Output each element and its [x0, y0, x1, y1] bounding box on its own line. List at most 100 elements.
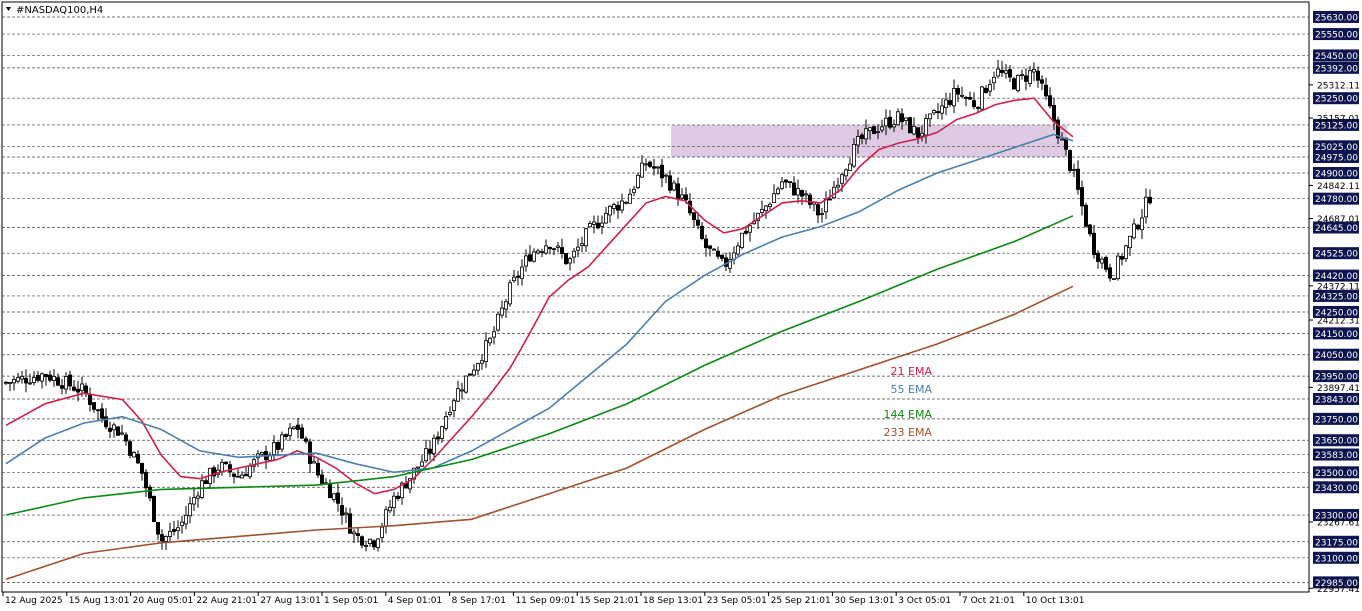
candle-down	[371, 540, 376, 548]
candle-up	[443, 416, 448, 429]
candle-up	[520, 266, 525, 279]
price-level-label: 24900.00	[1315, 170, 1358, 180]
candle-down	[968, 96, 973, 100]
price-level-label: 23750.00	[1315, 415, 1358, 425]
candle-up	[383, 509, 388, 527]
candle-up	[1132, 223, 1137, 239]
candle-down	[956, 87, 961, 95]
x-tick-label: 1 Sep 05:01	[324, 596, 378, 606]
candle-down	[96, 409, 101, 412]
candle-down	[171, 529, 176, 532]
candle-down	[4, 381, 9, 384]
price-level-label: 23175.00	[1315, 538, 1358, 548]
candle-up	[451, 400, 456, 411]
legend-item-144-ema: 144 EMA	[884, 408, 933, 421]
candle-up	[1032, 68, 1037, 73]
x-tick-label: 15 Aug 13:01	[69, 596, 130, 606]
candle-down	[1012, 78, 1017, 90]
candle-up	[576, 246, 581, 251]
price-level-label: 22985.00	[1315, 579, 1358, 589]
candle-down	[355, 533, 360, 537]
candle-down	[828, 198, 833, 201]
price-level-badge	[1313, 412, 1359, 425]
candle-up	[760, 209, 765, 213]
price-level-badge	[1313, 305, 1359, 318]
price-level-badge	[1313, 370, 1359, 383]
price-level-label: 25125.00	[1315, 121, 1358, 131]
candle-up	[992, 76, 997, 84]
price-level-label: 25450.00	[1315, 52, 1358, 62]
price-level-label: 24250.00	[1315, 308, 1358, 318]
candle-up	[1128, 235, 1133, 249]
candle-up	[580, 243, 585, 246]
candle-down	[616, 205, 621, 211]
candle-up	[455, 388, 460, 402]
candle-down	[692, 212, 697, 221]
candle-up	[780, 181, 785, 189]
candle-down	[1056, 119, 1061, 139]
candle-up	[988, 84, 993, 92]
candle-up	[712, 248, 717, 251]
candle-up	[672, 182, 677, 191]
candle-down	[108, 427, 113, 432]
candle-down	[552, 248, 557, 251]
chevron-down-icon[interactable]	[6, 7, 11, 11]
candle-up	[179, 521, 184, 527]
candle-up	[379, 526, 384, 539]
candle-up	[856, 136, 861, 146]
candle-down	[744, 230, 749, 234]
candle-up	[912, 125, 917, 135]
x-tick-label: 4 Sep 01:01	[388, 596, 442, 606]
price-level-badge	[1313, 327, 1359, 340]
candle-up	[536, 250, 541, 254]
candle-up	[768, 203, 773, 207]
candle-down	[295, 424, 300, 430]
candle-up	[459, 389, 464, 392]
candle-down	[528, 254, 533, 262]
candle-up	[776, 188, 781, 194]
candle-down	[275, 441, 280, 450]
candle-up	[399, 482, 404, 499]
candle-up	[836, 184, 841, 188]
candle-down	[1080, 187, 1085, 207]
price-level-label: 24050.00	[1315, 351, 1358, 361]
plot-frame	[1, 1, 1310, 593]
price-tick-label: 25312.11	[1317, 81, 1360, 91]
candle-down	[211, 467, 216, 477]
price-level-label: 25550.00	[1315, 31, 1358, 41]
candle-down	[972, 100, 977, 108]
x-tick-label: 18 Sep 13:01	[643, 596, 703, 606]
x-tick-label: 15 Sep 21:01	[579, 596, 639, 606]
chart-title[interactable]: #NASDAQ100,H4	[6, 5, 103, 16]
candle-up	[447, 411, 452, 415]
candle-up	[512, 276, 517, 282]
candle-down	[319, 474, 324, 484]
price-level-badge	[1313, 269, 1359, 282]
price-level-label: 23300.00	[1315, 512, 1358, 522]
candle-down	[303, 438, 308, 442]
x-tick-label: 20 Aug 05:01	[133, 596, 194, 606]
candle-up	[1124, 245, 1129, 259]
candle-down	[1076, 168, 1081, 190]
candle-down	[347, 513, 352, 534]
candle-down	[720, 254, 725, 259]
candle-up	[876, 131, 881, 134]
candle-up	[247, 465, 252, 478]
candle-down	[1052, 104, 1057, 122]
candle-up	[1116, 255, 1121, 279]
candle-up	[183, 514, 188, 525]
candle-down	[48, 374, 53, 381]
candle-up	[944, 99, 949, 109]
price-level-label: 23950.00	[1315, 373, 1358, 383]
candle-up	[120, 432, 125, 435]
candle-down	[1148, 196, 1153, 204]
candle-down	[299, 427, 304, 439]
candle-up	[419, 461, 424, 467]
price-level-badge	[1313, 167, 1359, 180]
candle-up	[167, 531, 172, 537]
candle-down	[808, 194, 813, 205]
candle-up	[471, 369, 476, 376]
time-axis: 12 Aug 2025 15 Aug 13:01 20 Aug 05:01 22 Au…	[2, 592, 1084, 606]
candle-up	[928, 113, 933, 120]
